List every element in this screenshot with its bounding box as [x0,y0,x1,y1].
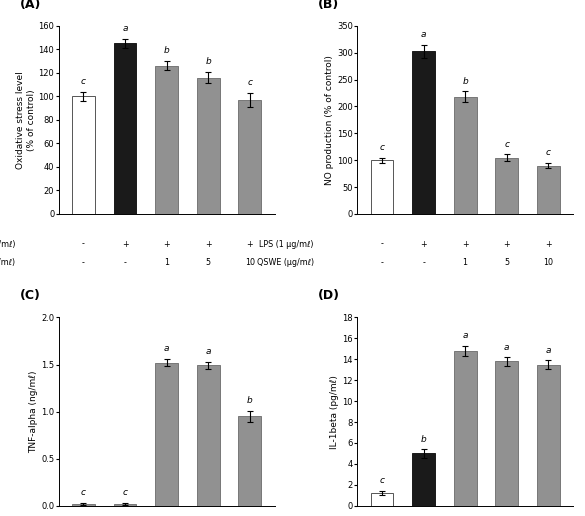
Text: a: a [122,24,128,33]
Text: a: a [504,343,510,351]
Text: +: + [246,239,253,249]
Text: (A): (A) [19,0,41,11]
Text: -: - [82,239,85,249]
Text: b: b [164,46,170,55]
Y-axis label: NO production (% of control): NO production (% of control) [325,55,334,185]
Bar [537,364,560,506]
Text: b: b [462,77,468,86]
Text: c: c [380,476,384,486]
Text: -: - [82,259,85,267]
Text: -: - [380,259,383,267]
Text: b: b [421,434,426,444]
Bar [370,160,393,214]
Bar [495,157,518,214]
Text: a: a [421,30,426,39]
Text: -: - [123,259,126,267]
Text: 5: 5 [206,259,211,267]
Bar [412,454,435,506]
Y-axis label: TNF-alpha (ng/mℓ): TNF-alpha (ng/mℓ) [29,370,39,453]
Text: 1: 1 [164,259,169,267]
Text: a: a [546,346,551,354]
Bar [113,504,136,506]
Text: b: b [205,57,211,66]
Text: +: + [205,239,212,249]
Bar [155,363,178,506]
Text: c: c [546,148,551,157]
Y-axis label: Oxidative stress level
(% of control): Oxidative stress level (% of control) [16,71,36,169]
Text: c: c [81,488,86,497]
Text: +: + [504,239,510,249]
Bar [72,96,95,214]
Bar [197,77,220,214]
Bar [72,504,95,506]
Bar [239,416,261,506]
Text: QSWE (μg/mℓ): QSWE (μg/mℓ) [257,259,314,267]
Text: c: c [247,78,252,87]
Bar [412,51,435,214]
Text: (B): (B) [318,0,339,11]
Text: (D): (D) [318,289,340,302]
Text: -: - [380,239,383,249]
Text: LPS (1 μg/mℓ): LPS (1 μg/mℓ) [0,239,15,249]
Text: a: a [462,331,468,340]
Text: c: c [504,140,510,149]
Text: QSWE (μg/mℓ): QSWE (μg/mℓ) [0,259,15,267]
Text: a: a [164,344,170,353]
Text: 10: 10 [245,259,255,267]
Bar [454,351,477,506]
Text: +: + [545,239,552,249]
Text: 5: 5 [504,259,510,267]
Text: LPS (1 μg/mℓ): LPS (1 μg/mℓ) [259,239,314,249]
Text: c: c [81,77,86,86]
Text: -: - [422,259,425,267]
Bar [537,166,560,214]
Bar [239,100,261,214]
Bar [370,493,393,506]
Text: b: b [247,396,253,405]
Bar [155,66,178,214]
Text: (C): (C) [19,289,40,302]
Text: +: + [420,239,427,249]
Y-axis label: IL-1beta (pg/mℓ): IL-1beta (pg/mℓ) [331,375,339,448]
Text: +: + [122,239,128,249]
Text: c: c [122,488,128,497]
Bar [495,361,518,506]
Text: 10: 10 [543,259,553,267]
Text: c: c [380,143,384,152]
Text: +: + [462,239,469,249]
Text: 1: 1 [463,259,467,267]
Bar [113,43,136,214]
Text: a: a [205,347,211,356]
Text: +: + [163,239,170,249]
Bar [454,97,477,214]
Bar [197,365,220,506]
